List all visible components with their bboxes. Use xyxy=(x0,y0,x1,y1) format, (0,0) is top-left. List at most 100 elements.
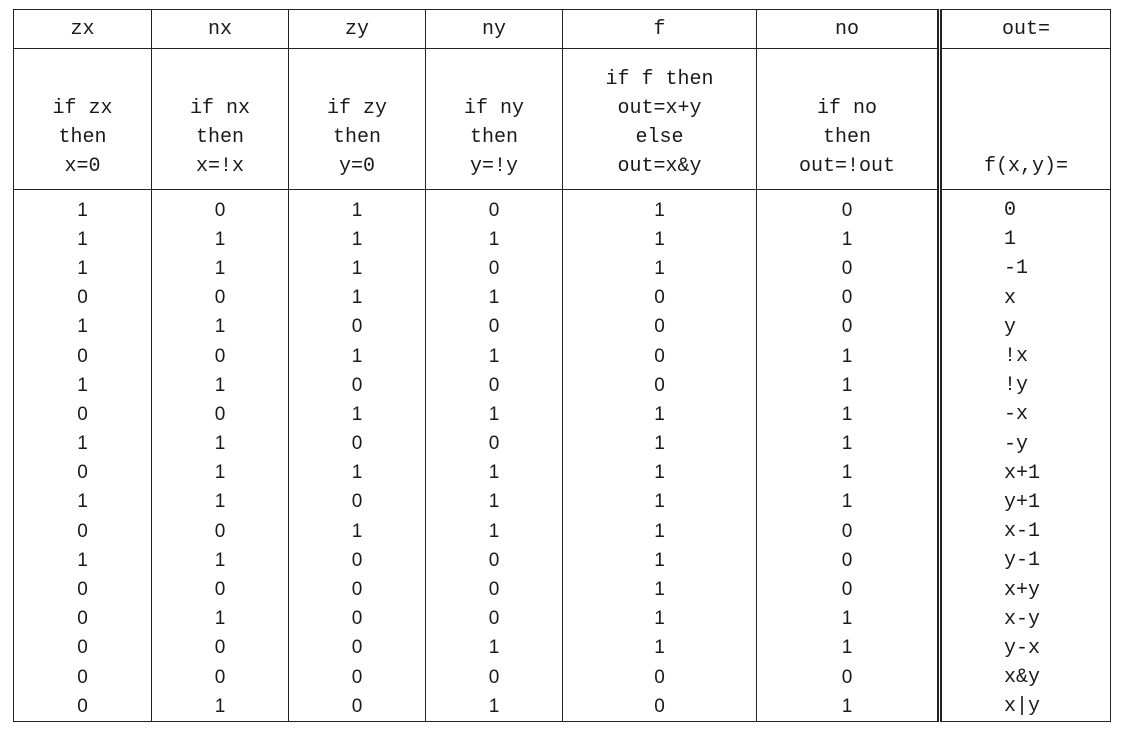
cell-zy: 0 xyxy=(288,575,426,605)
cell-ny: 1 xyxy=(425,283,563,313)
cell-no: 0 xyxy=(756,575,942,605)
cell-zx: 1 xyxy=(13,429,152,459)
desc-line: else xyxy=(635,126,684,149)
cell-out: x xyxy=(939,283,1111,313)
desc-line: f(x,y)= xyxy=(983,155,1068,178)
cell-out: y xyxy=(939,312,1111,342)
cell-ny: 1 xyxy=(425,400,563,430)
cell-out: !y xyxy=(939,371,1111,401)
cell-no: 0 xyxy=(756,283,942,313)
cell-no: 0 xyxy=(756,312,942,342)
alu-truth-table: zx nx zy ny f no out= if zx then x=0 if … xyxy=(13,9,1111,723)
header-zx: zx xyxy=(13,9,152,49)
cell-no: 1 xyxy=(756,633,942,663)
table-row: 0 0 0 0 1 0 x+y xyxy=(13,575,1111,605)
cell-ny: 1 xyxy=(425,458,563,488)
cell-zy: 0 xyxy=(288,546,426,576)
cell-nx: 0 xyxy=(151,575,289,605)
cell-zy: 1 xyxy=(288,341,426,372)
table-row: 0 0 0 0 0 0 x&y xyxy=(13,663,1111,693)
desc-line: x=0 xyxy=(64,155,101,178)
desc-line: then xyxy=(332,126,381,149)
cell-zx: 1 xyxy=(13,487,152,518)
cell-no: 1 xyxy=(756,341,942,372)
cell-f: 0 xyxy=(562,663,757,693)
table-row: 0 0 1 1 1 0 x-1 xyxy=(13,517,1111,547)
cell-nx: 1 xyxy=(151,487,289,518)
cell-zx: 0 xyxy=(13,517,152,547)
cell-nx: 0 xyxy=(151,663,289,693)
cell-f: 1 xyxy=(562,254,757,284)
cell-zy: 1 xyxy=(288,517,426,547)
desc-line: out=x&y xyxy=(617,155,702,178)
cell-zy: 1 xyxy=(288,254,426,284)
cell-out: -1 xyxy=(939,254,1111,284)
table-row: 1 1 1 0 1 0 -1 xyxy=(13,254,1111,284)
cell-nx: 1 xyxy=(151,692,289,723)
cell-f: 1 xyxy=(562,400,757,430)
cell-nx: 1 xyxy=(151,546,289,576)
cell-f: 1 xyxy=(562,517,757,547)
cell-f: 0 xyxy=(562,692,757,723)
desc-line: if zx xyxy=(52,97,113,120)
cell-f: 1 xyxy=(562,487,757,518)
cell-f: 0 xyxy=(562,371,757,401)
desc-zy: if zy then y=0 xyxy=(288,48,426,190)
cell-zx: 0 xyxy=(13,341,152,372)
cell-zy: 0 xyxy=(288,312,426,342)
cell-f: 1 xyxy=(562,575,757,605)
cell-f: 1 xyxy=(562,604,757,634)
cell-out: x-1 xyxy=(939,517,1111,547)
cell-zx: 0 xyxy=(13,458,152,488)
cell-zy: 0 xyxy=(288,429,426,459)
cell-zy: 0 xyxy=(288,633,426,663)
desc-line: then xyxy=(58,126,107,149)
desc-line: y=!y xyxy=(469,155,518,178)
header-zy: zy xyxy=(288,9,426,49)
cell-ny: 0 xyxy=(425,312,563,342)
cell-out: y+1 xyxy=(939,487,1111,518)
table-row: 0 0 1 1 0 1 !x xyxy=(13,341,1111,372)
header-nx: nx xyxy=(151,9,289,49)
cell-nx: 0 xyxy=(151,517,289,547)
column-names-row: zx nx zy ny f no out= xyxy=(13,9,1111,49)
cell-zy: 1 xyxy=(288,225,426,255)
cell-nx: 0 xyxy=(151,400,289,430)
cell-zx: 1 xyxy=(13,225,152,255)
cell-f: 0 xyxy=(562,341,757,372)
desc-line: if ny xyxy=(463,97,524,120)
cell-ny: 0 xyxy=(425,189,563,226)
cell-out: x&y xyxy=(939,663,1111,693)
cell-out: y-x xyxy=(939,633,1111,663)
cell-no: 1 xyxy=(756,371,942,401)
table-row: 1 1 0 0 0 1 !y xyxy=(13,371,1111,401)
desc-line: then xyxy=(195,126,244,149)
cell-out: x+y xyxy=(939,575,1111,605)
cell-f: 1 xyxy=(562,225,757,255)
cell-zx: 0 xyxy=(13,663,152,693)
cell-no: 1 xyxy=(756,400,942,430)
table-body: 1 0 1 0 1 0 0 1 1 1 1 1 1 1 1 1 1 0 1 0 -1 0 0 1 1 0 0 x 1 1 0 0 0 0 y 0 0 1 1… xyxy=(13,189,1111,723)
cell-ny: 0 xyxy=(425,254,563,284)
desc-line: out=x+y xyxy=(617,97,702,120)
cell-f: 0 xyxy=(562,312,757,342)
cell-nx: 0 xyxy=(151,189,289,226)
cell-zx: 0 xyxy=(13,633,152,663)
cell-ny: 0 xyxy=(425,371,563,401)
cell-ny: 1 xyxy=(425,517,563,547)
cell-no: 0 xyxy=(756,663,942,693)
column-descriptions-row: if zx then x=0 if nx then x=!x if zy the… xyxy=(13,48,1111,190)
cell-nx: 0 xyxy=(151,633,289,663)
cell-zy: 1 xyxy=(288,400,426,430)
cell-f: 1 xyxy=(562,429,757,459)
desc-ny: if ny then y=!y xyxy=(425,48,563,190)
cell-out: -y xyxy=(939,429,1111,459)
cell-no: 1 xyxy=(756,487,942,518)
cell-zy: 1 xyxy=(288,283,426,313)
desc-line: if nx xyxy=(189,97,250,120)
cell-zy: 1 xyxy=(288,189,426,226)
cell-nx: 1 xyxy=(151,254,289,284)
desc-line: if zy xyxy=(326,97,387,120)
